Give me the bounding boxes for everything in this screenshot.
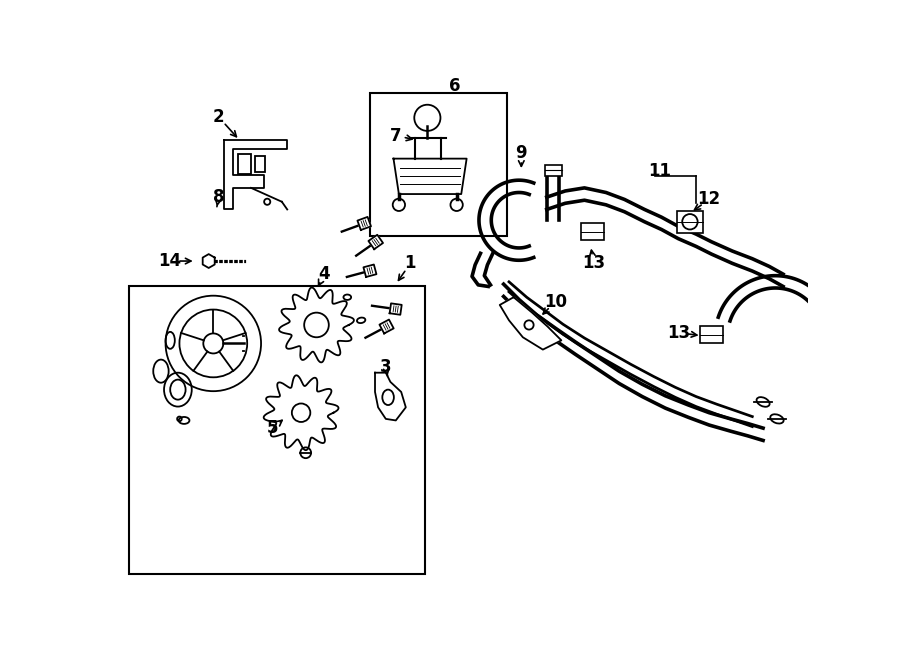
Text: 9: 9 bbox=[516, 144, 527, 162]
Bar bbox=[677, 211, 703, 233]
Text: 2: 2 bbox=[213, 108, 224, 126]
Polygon shape bbox=[393, 159, 466, 194]
Text: 4: 4 bbox=[319, 265, 330, 283]
Polygon shape bbox=[364, 264, 376, 277]
Polygon shape bbox=[224, 140, 287, 210]
Bar bbox=[129, 286, 425, 574]
Text: 12: 12 bbox=[698, 190, 721, 208]
Bar bbox=[580, 223, 604, 240]
Bar bbox=[238, 154, 251, 174]
Bar bbox=[255, 155, 265, 173]
Bar bbox=[700, 327, 723, 344]
Polygon shape bbox=[202, 254, 215, 268]
Polygon shape bbox=[368, 235, 383, 249]
Polygon shape bbox=[390, 303, 401, 315]
Text: 3: 3 bbox=[380, 358, 392, 375]
Polygon shape bbox=[500, 297, 562, 350]
Text: 14: 14 bbox=[158, 252, 182, 270]
Text: 13: 13 bbox=[667, 324, 690, 342]
Bar bbox=[545, 165, 562, 176]
Text: 10: 10 bbox=[544, 293, 567, 311]
Polygon shape bbox=[380, 319, 393, 333]
Text: 11: 11 bbox=[648, 162, 671, 180]
Text: 8: 8 bbox=[213, 188, 224, 206]
Text: 6: 6 bbox=[449, 77, 461, 95]
Bar bbox=[371, 93, 508, 235]
Polygon shape bbox=[357, 217, 371, 230]
Text: 5: 5 bbox=[267, 419, 278, 437]
Text: 7: 7 bbox=[390, 126, 401, 145]
Text: 1: 1 bbox=[405, 254, 416, 272]
Polygon shape bbox=[375, 373, 406, 420]
Text: 13: 13 bbox=[582, 254, 606, 272]
